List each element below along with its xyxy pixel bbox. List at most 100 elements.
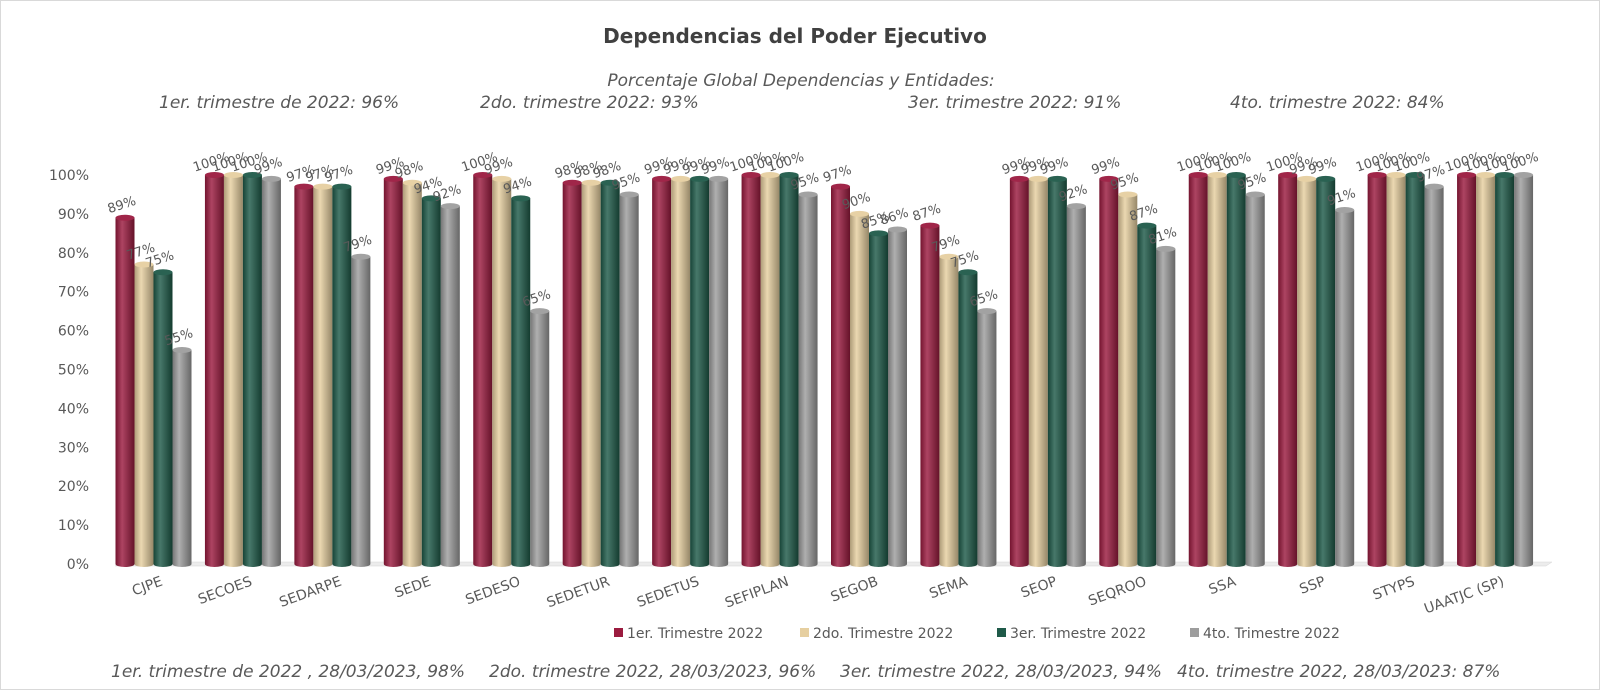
bar <box>619 191 639 567</box>
bar-cap <box>850 210 869 217</box>
bar-body <box>690 178 710 567</box>
bar <box>1405 172 1425 567</box>
category-label: SEDARPE <box>277 574 343 611</box>
bar-body <box>1297 178 1317 567</box>
data-label: 87% <box>911 202 943 225</box>
bar <box>958 269 978 567</box>
bar-cap <box>977 308 997 315</box>
bar-cap <box>332 183 352 190</box>
category-label: SEMA <box>927 574 970 603</box>
category-label: SEFIPLAN <box>723 574 791 612</box>
bar-cap <box>619 191 639 198</box>
data-label: 75% <box>949 248 981 271</box>
bar-cap <box>1188 172 1208 178</box>
bar <box>869 230 888 567</box>
bar-cap <box>242 172 262 178</box>
bar-cap <box>351 253 371 260</box>
bar <box>332 183 352 568</box>
bar <box>779 172 799 567</box>
bar <box>383 175 403 567</box>
bar <box>1009 175 1029 567</box>
y-tick-label: 40% <box>58 401 89 417</box>
bar <box>977 308 997 567</box>
header-note-q4: 4to. trimestre 2022: 84% <box>1230 93 1445 113</box>
category-labels-group: CJPE SECOES SEDARPE SEDE SEDESO SEDETUR SEDETU… <box>130 574 1506 618</box>
bar-cap <box>869 230 888 237</box>
bar-cap <box>1156 245 1176 252</box>
bar-body <box>511 198 531 567</box>
bar <box>294 183 314 568</box>
category-label: UAATJC (SP) <box>1422 574 1506 618</box>
bar <box>562 179 582 567</box>
legend-item: 4to. Trimestre 2022 <box>1190 626 1340 642</box>
legend-item: 2do. Trimestre 2022 <box>800 626 953 642</box>
category-label: STYPS <box>1371 574 1417 604</box>
bar <box>261 175 281 567</box>
bar-cap <box>581 179 601 186</box>
legend-label: 3er. Trimestre 2022 <box>1010 626 1146 642</box>
category-label: SEOP <box>1019 574 1059 602</box>
bar-body <box>850 213 869 567</box>
bars-group <box>115 172 1534 568</box>
data-label: 97% <box>821 163 853 186</box>
data-label: 89% <box>106 194 138 217</box>
bar-body <box>1335 210 1355 567</box>
bar-cap <box>1207 172 1227 178</box>
bar-body <box>939 256 959 567</box>
bar <box>888 226 907 567</box>
bar <box>473 172 493 567</box>
category-label: SEDE <box>393 574 434 602</box>
bar-cap <box>1297 175 1317 182</box>
data-label: 99% <box>1090 155 1122 178</box>
bar-body <box>760 175 780 567</box>
bar <box>511 195 531 567</box>
category-label: CJPE <box>130 574 165 600</box>
bar-cap <box>440 203 460 210</box>
bar-body <box>1047 178 1067 567</box>
category-label: SEGOB <box>829 574 881 606</box>
header-note-q2: 2do. trimestre 2022: 93% <box>480 93 699 113</box>
bar-body <box>134 264 154 567</box>
bar-body <box>779 175 799 567</box>
bar-body <box>115 217 135 568</box>
bar-body <box>383 178 403 567</box>
bar-body <box>351 256 371 567</box>
bar <box>1476 172 1496 567</box>
bar-body <box>1367 175 1387 567</box>
bar-cap <box>204 172 224 178</box>
bar-body <box>741 175 761 567</box>
data-label: 86% <box>878 206 910 229</box>
legend-swatch <box>997 628 1006 637</box>
y-tick-label: 30% <box>58 440 89 456</box>
bar-cap <box>1424 183 1444 190</box>
bar <box>652 175 672 567</box>
bar-cap <box>1047 175 1067 182</box>
legend-label: 1er. Trimestre 2022 <box>627 626 763 642</box>
bar <box>1028 175 1048 567</box>
y-tick-label: 80% <box>58 246 89 262</box>
bar-cap <box>1137 222 1157 229</box>
chart-title: Dependencias del Poder Ejecutivo <box>603 24 987 48</box>
bar <box>440 203 460 567</box>
bar-body <box>619 194 639 567</box>
bar-body <box>530 311 550 567</box>
bar-body <box>831 186 850 568</box>
bar-cap <box>760 172 780 178</box>
y-tick-label: 50% <box>58 363 89 379</box>
bar <box>1514 172 1534 567</box>
bar-cap <box>652 175 672 182</box>
bar-body <box>1495 175 1515 567</box>
bar <box>351 253 371 567</box>
bar-body <box>1066 206 1086 567</box>
bar <box>1137 222 1157 567</box>
bar-body <box>1137 225 1157 567</box>
bar-cap <box>1099 175 1119 182</box>
bar <box>530 308 550 567</box>
bar <box>1316 175 1336 567</box>
bar <box>204 172 224 567</box>
bar-cap <box>421 195 441 202</box>
y-tick-label: 100% <box>49 168 89 184</box>
bar-cap <box>1028 175 1048 182</box>
bar-body <box>1316 178 1336 567</box>
